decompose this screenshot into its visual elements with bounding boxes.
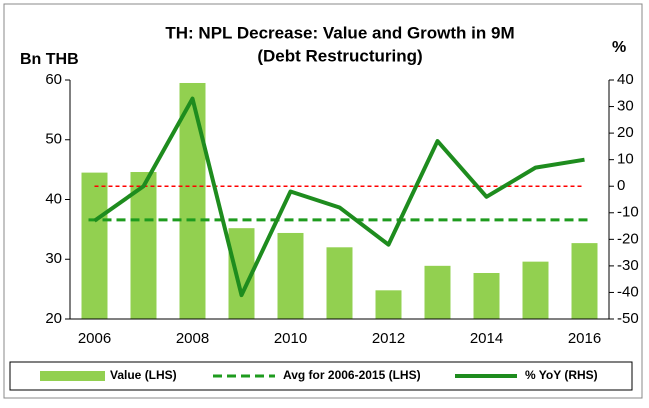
bar — [571, 243, 598, 319]
yoy-line — [93, 96, 585, 298]
chart-title: TH: NPL Decrease: Value and Growth in 9M — [165, 23, 514, 42]
y2-tick-label: -40 — [617, 283, 639, 300]
y2-tick-label: 0 — [617, 177, 625, 194]
y2-tick-label: -10 — [617, 204, 639, 221]
legend-swatch — [40, 371, 105, 381]
legend-label: Value (LHS) — [110, 368, 177, 382]
x-tick-label: 2016 — [568, 330, 601, 347]
y2-tick-label: 30 — [617, 98, 634, 115]
bar — [130, 172, 157, 319]
bar — [424, 265, 451, 319]
y2-tick-label: -50 — [617, 310, 639, 327]
bar — [326, 247, 353, 319]
x-tick-label: 2006 — [78, 330, 111, 347]
y2-tick-label: 10 — [617, 151, 634, 168]
y-tick-label: 40 — [45, 190, 62, 207]
y-tick-label: 20 — [45, 310, 62, 327]
x-tick-label: 2008 — [176, 330, 209, 347]
x-tick-label: 2014 — [470, 330, 503, 347]
y-tick-label: 30 — [45, 250, 62, 267]
y2-tick-label: 40 — [617, 71, 634, 88]
x-tick-label: 2012 — [372, 330, 405, 347]
bar — [375, 290, 402, 319]
y-tick-label: 60 — [45, 71, 62, 88]
bar — [179, 82, 206, 319]
y2-axis-label: % — [612, 39, 626, 56]
y2-tick-label: 20 — [617, 124, 634, 141]
legend-box — [9, 361, 633, 391]
y2-tick-label: -30 — [617, 257, 639, 274]
y-axis-label: Bn THB — [20, 51, 79, 68]
chart-subtitle: (Debt Restructuring) — [257, 46, 422, 65]
bar — [277, 232, 304, 319]
y-tick-label: 50 — [45, 131, 62, 148]
bar — [81, 172, 108, 319]
bar — [473, 272, 500, 319]
legend-label: % YoY (RHS) — [525, 368, 598, 382]
y2-tick-label: -20 — [617, 230, 639, 247]
bar — [522, 261, 549, 319]
legend-label: Avg for 2006-2015 (LHS) — [283, 368, 421, 382]
x-tick-label: 2010 — [274, 330, 307, 347]
